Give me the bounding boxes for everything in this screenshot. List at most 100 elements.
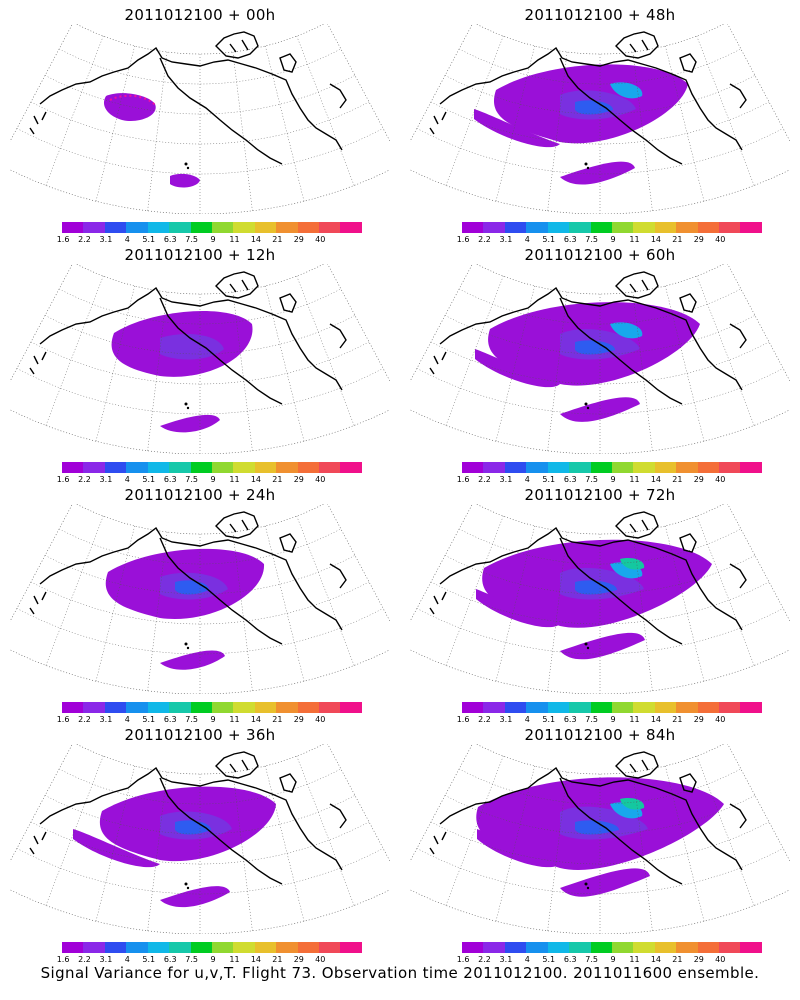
hawaii-dot bbox=[584, 162, 588, 166]
panel-title: 2011012100 + 12h bbox=[124, 246, 276, 264]
colorbar-tick-label: 4 bbox=[524, 235, 530, 244]
arctic-islands bbox=[215, 511, 259, 539]
colorbar-swatch bbox=[462, 942, 484, 953]
latitude-line bbox=[59, 528, 341, 565]
colorbar-swatch bbox=[547, 942, 570, 953]
colorbar-swatch bbox=[483, 942, 505, 953]
colorbar-tick-label: 21 bbox=[672, 715, 683, 724]
colorbar-tick-label: 9 bbox=[210, 715, 216, 724]
colorbar-tick-label: 6.3 bbox=[563, 475, 577, 484]
longitude-line bbox=[296, 755, 355, 906]
coastline bbox=[429, 271, 747, 405]
longitude-line bbox=[696, 35, 755, 186]
colorbar-swatch bbox=[740, 702, 762, 713]
variance-region bbox=[560, 397, 640, 422]
longitude-line bbox=[147, 51, 168, 211]
colorbar-tick-label: 1.6 bbox=[56, 475, 70, 484]
colorbar-swatch bbox=[319, 942, 341, 953]
variance-region bbox=[103, 93, 156, 122]
coastline-north bbox=[39, 766, 343, 871]
colorbar-swatch bbox=[719, 462, 741, 473]
coastline-west-coast bbox=[559, 777, 683, 885]
colorbar-tick-label: 1.6 bbox=[56, 235, 70, 244]
asia-coast bbox=[429, 831, 447, 855]
colorbar-tick-label: 1.6 bbox=[456, 715, 470, 724]
map-domain bbox=[111, 311, 253, 433]
hawaii-dot bbox=[184, 642, 188, 646]
arctic-islands bbox=[615, 751, 659, 779]
island bbox=[279, 773, 297, 793]
island bbox=[679, 773, 697, 793]
colorbar-swatch bbox=[569, 702, 591, 713]
colorbar-swatch bbox=[276, 222, 298, 233]
colorbar-swatch bbox=[190, 462, 212, 473]
colorbar-tick-label: 7.5 bbox=[185, 475, 199, 484]
greenland-coast bbox=[729, 563, 747, 589]
panel-12h: 2011012100 + 12h 1.6 2.2 3.1 4 5.1 6.3 7.5 9 11 1… bbox=[0, 240, 400, 484]
island bbox=[279, 533, 297, 553]
colorbar-tick-label: 9 bbox=[210, 475, 216, 484]
hawaii-dot bbox=[584, 402, 588, 406]
colorbar-tick-label: 9 bbox=[610, 715, 616, 724]
variance-region bbox=[610, 322, 643, 339]
panel-title: 2011012100 + 24h bbox=[124, 486, 276, 504]
colorbar-swatch bbox=[126, 702, 148, 713]
colorbar-tick-label: 9 bbox=[210, 235, 216, 244]
colorbar-swatch bbox=[719, 222, 741, 233]
variance-region bbox=[160, 414, 220, 433]
arctic-islands bbox=[215, 751, 259, 779]
colorbar-tick-label: 29 bbox=[693, 955, 704, 964]
colorbar-swatch bbox=[83, 462, 105, 473]
colorbar-tick-label: 5.1 bbox=[142, 475, 156, 484]
colorbar-swatch bbox=[62, 222, 84, 233]
island bbox=[679, 293, 697, 313]
colorbar-swatch bbox=[590, 942, 612, 953]
greenland-coast bbox=[729, 323, 747, 349]
colorbar-swatch bbox=[462, 222, 484, 233]
colorbar-swatch bbox=[740, 462, 762, 473]
colorbar-swatch bbox=[590, 702, 612, 713]
greenland-coast bbox=[329, 323, 347, 349]
greenland-coast bbox=[329, 803, 347, 829]
variance-map bbox=[10, 264, 390, 454]
colorbar-swatch bbox=[676, 942, 698, 953]
colorbar-tick-label: 14 bbox=[650, 715, 662, 724]
panel-60h: 2011012100 + 60h 1.6 2.2 3.1 4 5.1 6.3 7.5 9 11 1… bbox=[400, 240, 800, 484]
greenland-coast bbox=[329, 83, 347, 109]
colorbar-swatch bbox=[104, 462, 127, 473]
colorbar-tick-label: 5.1 bbox=[142, 955, 156, 964]
colorbar-tick-label: 5.1 bbox=[142, 715, 156, 724]
colorbar-tick-label: 14 bbox=[650, 235, 662, 244]
panel-title: 2011012100 + 60h bbox=[524, 246, 676, 264]
colorbar-swatch bbox=[697, 942, 720, 953]
colorbar-swatch bbox=[190, 702, 212, 713]
latitude-line bbox=[459, 768, 741, 805]
panel-title: 2011012100 + 84h bbox=[524, 726, 676, 744]
variance-region bbox=[575, 100, 613, 115]
graticule bbox=[416, 35, 784, 214]
coastline-north bbox=[439, 526, 743, 631]
colorbar-swatch bbox=[611, 942, 634, 953]
colorbar-swatch bbox=[254, 222, 277, 233]
colorbar-tick-label: 6.3 bbox=[163, 715, 177, 724]
colorbar-swatch bbox=[169, 942, 191, 953]
colorbar-swatch bbox=[654, 942, 677, 953]
colorbar-swatch bbox=[276, 702, 298, 713]
colorbar-tick-label: 14 bbox=[250, 475, 262, 484]
colorbar-swatch bbox=[462, 702, 484, 713]
variance-region bbox=[575, 340, 615, 355]
colorbar-tick-label: 40 bbox=[715, 475, 726, 484]
colorbar-tick-label: 40 bbox=[715, 955, 726, 964]
colorbar-swatch bbox=[297, 702, 320, 713]
colorbar-tick-label: 11 bbox=[629, 955, 640, 964]
colorbar-swatch bbox=[740, 942, 762, 953]
colorbar-tick-label: 9 bbox=[210, 955, 216, 964]
colorbar-tick-label: 9 bbox=[610, 955, 616, 964]
colorbar-tick-label: 9 bbox=[610, 475, 616, 484]
colorbar-tick-label: 3.1 bbox=[499, 955, 513, 964]
colorbar-tick-label: 5.1 bbox=[142, 235, 156, 244]
coastline-north bbox=[39, 526, 343, 631]
longitude-line bbox=[265, 525, 305, 682]
colorbar-swatch bbox=[83, 222, 105, 233]
graticule bbox=[416, 275, 784, 454]
